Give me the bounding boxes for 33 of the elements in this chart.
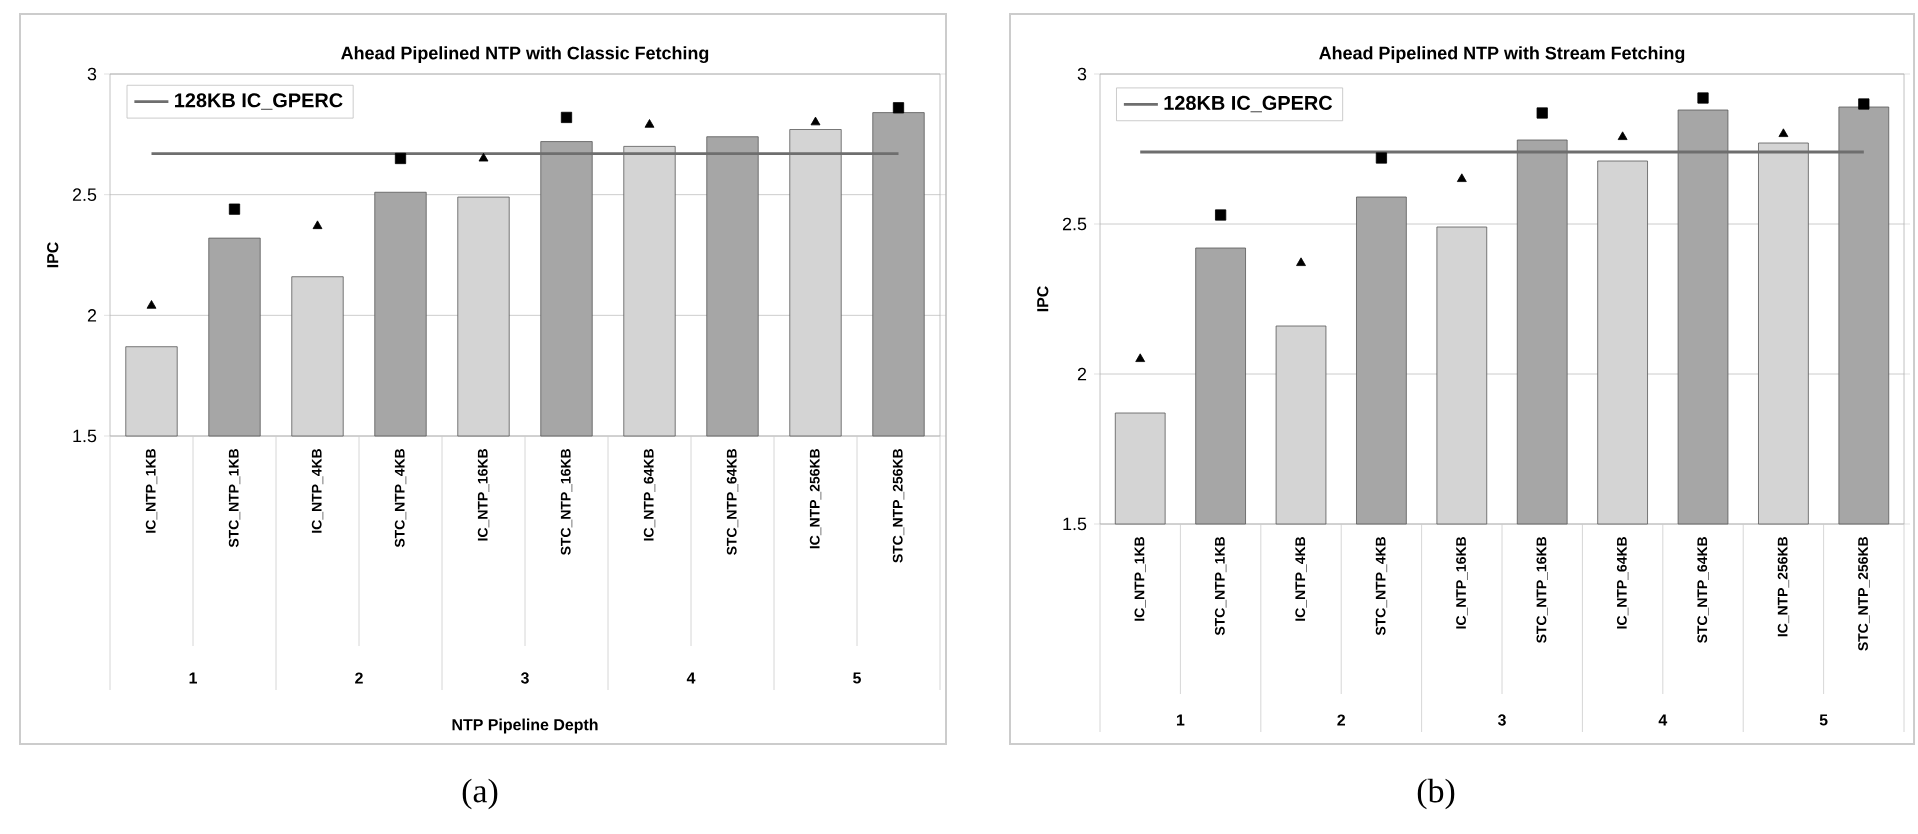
point	[478, 152, 489, 162]
y-tick-label: 1.5	[1063, 517, 1087, 531]
y-tick-label: 2	[87, 309, 97, 322]
point	[810, 116, 821, 126]
point	[560, 111, 573, 124]
y-tick-label: 2.5	[1062, 217, 1087, 231]
chart-title: Ahead Pipelined NTP with Classic Fetching	[341, 46, 709, 64]
y-tick-label: 2.5	[72, 188, 97, 202]
point	[146, 300, 157, 309]
point	[312, 220, 323, 230]
y-tick-label: 2	[1077, 367, 1087, 381]
point	[1456, 173, 1467, 182]
point	[644, 119, 655, 128]
point	[1778, 128, 1789, 137]
text: (a)	[462, 778, 498, 810]
point	[394, 152, 407, 165]
point	[1375, 152, 1387, 164]
point	[1135, 353, 1146, 362]
y-tick-label: 3	[1077, 67, 1087, 81]
legend-label: 128KB IC_GPERC	[175, 93, 343, 110]
point	[1536, 107, 1548, 119]
y-tick-label: 3	[87, 67, 97, 81]
legend-label: 128KB IC_GPERC	[1164, 95, 1333, 113]
y-tick-label: 1.5	[73, 429, 97, 443]
point	[1697, 92, 1709, 104]
text: (b)	[1417, 778, 1455, 810]
point	[228, 203, 241, 215]
point	[892, 102, 905, 114]
point	[1215, 209, 1227, 221]
point	[1296, 257, 1306, 266]
point	[1858, 98, 1870, 110]
point	[1617, 131, 1628, 140]
chart-title: Ahead Pipelined NTP with Stream Fetching	[1319, 46, 1685, 64]
